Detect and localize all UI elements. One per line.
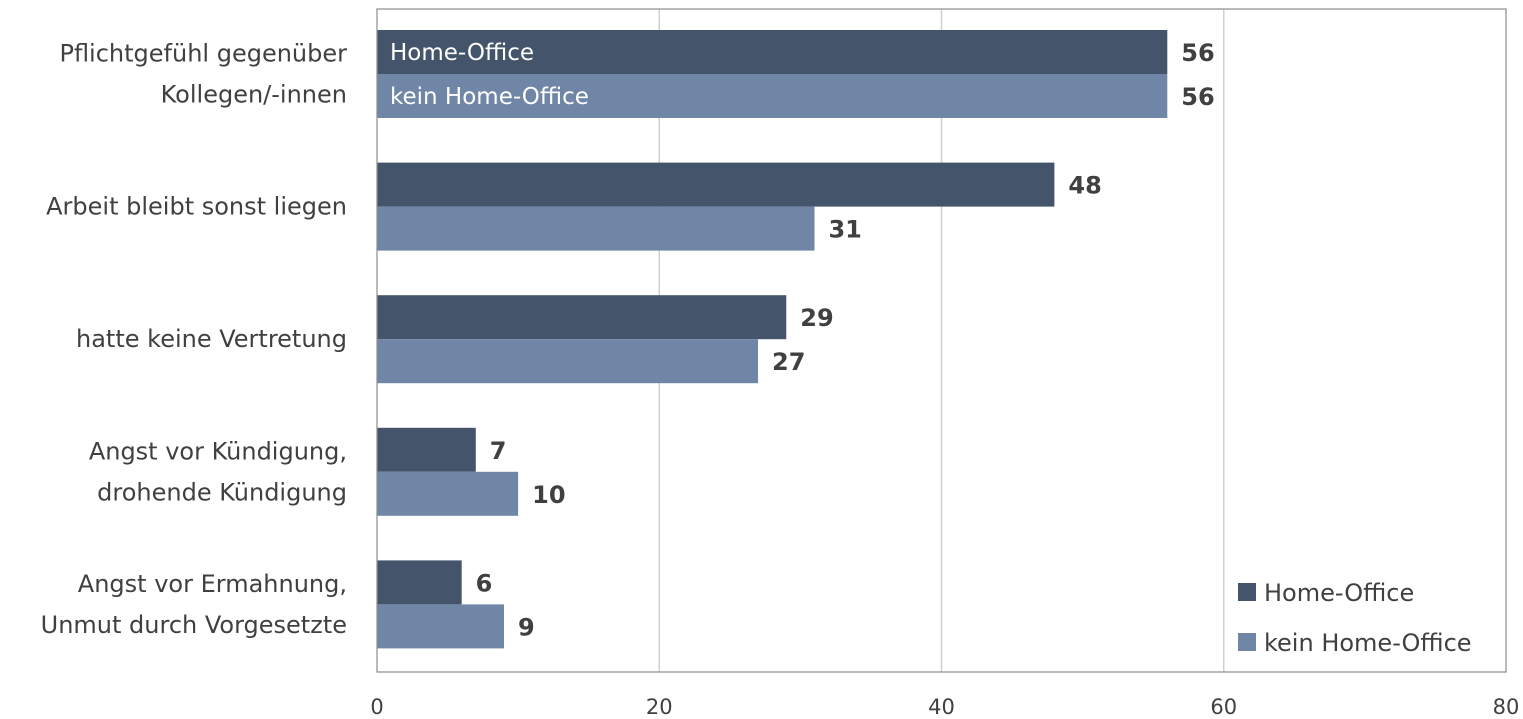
legend-swatch [1238,583,1256,601]
bar-kein-home-office-1 [377,206,815,251]
legend-label: Home-Office [1264,579,1414,607]
x-tick-label: 40 [928,695,955,719]
category-label: Pflichtgefühl gegenüber [59,40,347,68]
category-label: Angst vor Kündigung, [89,437,347,465]
data-label: 56 [1181,39,1214,67]
data-label: 31 [828,216,861,244]
in-bar-series-labels: Home-Office kein Home-Office [390,40,589,110]
in-bar-series-label: kein Home-Office [390,84,589,110]
in-bar-series-label: Home-Office [390,40,534,66]
bar-home-office-1 [377,162,1055,207]
data-label: 10 [532,481,565,509]
data-label: 6 [476,569,493,597]
data-label: 27 [772,348,805,376]
x-tick-label: 0 [370,695,383,719]
bar-kein-home-office-4 [377,604,505,649]
bar-home-office-2 [377,295,787,340]
legend-swatch [1238,633,1256,651]
category-label: Unmut durch Vorgesetzte [41,611,347,639]
legend-label: kein Home-Office [1264,629,1472,657]
data-label: 29 [800,304,833,332]
category-label: Kollegen/-innen [161,81,347,109]
category-label: Angst vor Ermahnung, [78,570,347,598]
data-label: 7 [490,437,507,465]
category-label: hatte keine Vertretung [76,325,347,353]
legend: Home-Office kein Home-Office [1238,579,1472,657]
bar-home-office-3 [377,427,476,472]
x-axis-tick-labels: 0 20 40 60 80 [370,695,1519,719]
data-label: 56 [1181,83,1214,111]
value-labels: 56 56 48 31 29 27 7 10 69 [476,39,1215,641]
bar-home-office-4 [377,560,462,605]
data-label: 9 [518,613,535,641]
bar-home-office-0 [377,30,1168,74]
data-label: 48 [1068,172,1101,200]
plot-area-border [376,8,1507,673]
category-label: Arbeit bleibt sonst liegen [46,193,347,221]
bar-kein-home-office-0 [377,74,1168,118]
x-tick-label: 80 [1493,695,1520,719]
bar-kein-home-office-3 [377,471,519,516]
bar-kein-home-office-2 [377,339,759,384]
category-labels: Pflichtgefühl gegenüber Kollegen/-innen Ar… [41,40,348,639]
category-label: drohende Kündigung [97,478,347,506]
bars [377,30,1168,649]
x-tick-label: 20 [646,695,673,719]
x-tick-label: 60 [1210,695,1237,719]
